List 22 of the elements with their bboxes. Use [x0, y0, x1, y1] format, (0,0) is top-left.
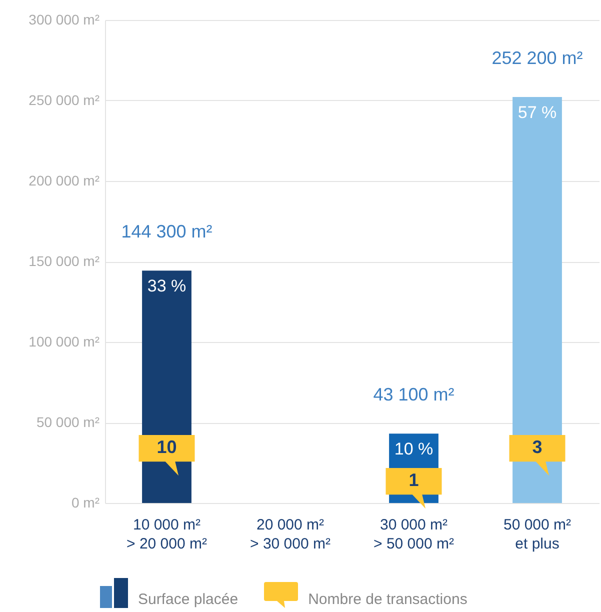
y-tick-label: 250 000 m² [28, 92, 100, 108]
annotation: 1 [408, 470, 419, 490]
y-tick-label: 200 000 m² [28, 172, 100, 188]
data-label: 43 100 m² [373, 384, 454, 405]
y-tick-label: 50 000 m² [36, 414, 100, 430]
legend-label: Surface placée [138, 591, 238, 608]
annotation: 33 % [147, 276, 186, 296]
annotation: 3 [532, 437, 542, 457]
y-tick-label: 0 m² [72, 494, 100, 510]
x-tick-label: 20 000 m² > 30 000 m² [250, 516, 330, 552]
annotation: 10 [156, 437, 177, 457]
y-tick-label: 150 000 m² [28, 253, 100, 269]
x-tick-label: 30 000 m² > 50 000 m² [374, 516, 454, 552]
text: Nombre de transactions [308, 591, 468, 608]
y-tick-label: 300 000 m² [28, 12, 100, 28]
x-tick-label: 50 000 m² et plus [503, 516, 572, 552]
x-tick-label: 10 000 m² > 20 000 m² [126, 516, 207, 552]
annotation: 57 % [518, 102, 557, 122]
data-label: 252 200 m² [492, 48, 583, 68]
annotation: 10 % [394, 440, 434, 459]
y-tick-label: 100 000 m² [28, 334, 100, 350]
data-label: 144 300 m² [121, 222, 212, 242]
